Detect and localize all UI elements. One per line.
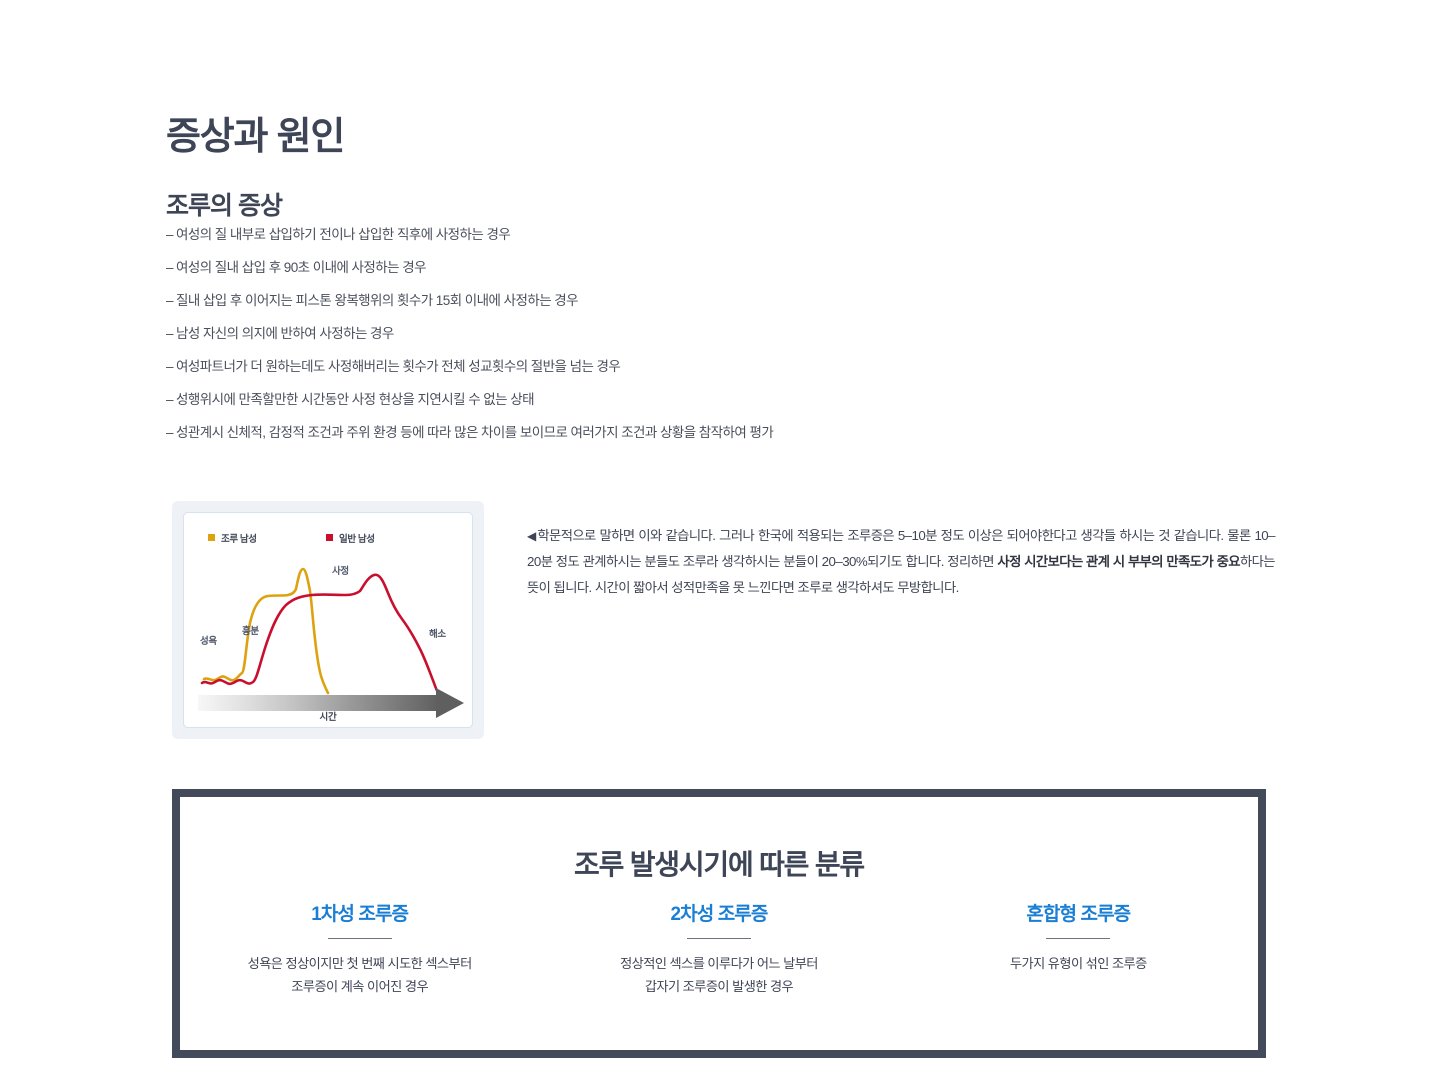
explanation-part2: 하다는 뜻이 됩니다. 시간이 짧아서 성적만족을 못 느낀다면 조루로 생각하… — [527, 554, 1276, 596]
legend-item-normal: 일반 남성 — [326, 531, 375, 545]
chart-plot — [198, 567, 464, 718]
legend-item-premature: 조루 남성 — [208, 531, 257, 545]
sexual-response-chart-card: 조루 남성 일반 남성 — [172, 501, 484, 739]
symptom-list-item: – 성관계시 신체적, 감정적 조건과 주위 환경 등에 따라 많은 차이를 보이… — [166, 426, 1286, 440]
explanation-bold-emphasis: 사정 시간보다는 관계 시 부부의 만족도가 중요 — [997, 554, 1240, 570]
bullet-dash-icon: – — [166, 359, 174, 374]
legend-swatch-red-icon — [326, 534, 333, 541]
time-axis-arrow — [198, 688, 464, 718]
bullet-dash-icon: – — [166, 392, 174, 407]
symptom-text: 여성파트너가 더 원하는데도 사정해버리는 횟수가 전체 성교횟수의 절반을 넘… — [176, 359, 621, 374]
symptom-list-item: – 성행위시에 만족할만한 시간동안 사정 현상을 지연시킬 수 없는 상태 — [166, 393, 1286, 407]
bullet-dash-icon: – — [166, 227, 174, 242]
symptom-list-item: – 여성의 질 내부로 삽입하기 전이나 삽입한 직후에 사정하는 경우 — [166, 228, 1286, 242]
bullet-dash-icon: – — [166, 425, 174, 440]
section-subtitle: 조루의 증상 — [166, 191, 283, 220]
triangle-marker-icon: ◀ — [527, 529, 537, 544]
legend-label-premature: 조루 남성 — [221, 534, 257, 545]
curve-normal — [200, 573, 442, 699]
explanation-part1: 학문적으로 말하면 이와 같습니다. 그러나 한국에 적용되는 조루증은 5–1… — [527, 528, 1276, 570]
symptom-text: 성행위시에 만족할만한 시간동안 사정 현상을 지연시킬 수 없는 상태 — [176, 392, 535, 407]
symptom-text: 질내 삽입 후 이어지는 피스톤 왕복행위의 횟수가 15회 이내에 사정하는 … — [176, 293, 579, 308]
symptom-text: 여성의 질내 삽입 후 90초 이내에 사정하는 경우 — [176, 260, 427, 275]
symptom-list-item: – 여성파트너가 더 원하는데도 사정해버리는 횟수가 전체 성교횟수의 절반을 … — [166, 360, 1286, 374]
explanation-paragraph: ◀학문적으로 말하면 이와 같습니다. 그러나 한국에 적용되는 조루증은 5–… — [527, 523, 1276, 601]
symptom-list-item: – 남성 자신의 의지에 반하여 사정하는 경우 — [166, 327, 1286, 341]
symptom-list: – 여성의 질 내부로 삽입하기 전이나 삽입한 직후에 사정하는 경우 – 여성의 … — [166, 228, 1286, 459]
bullet-dash-icon: – — [166, 293, 174, 308]
curve-premature — [202, 567, 330, 695]
chart-annotation-resolution: 해소 — [429, 629, 446, 640]
classification-column-description: 정상적인 섹스를 이루다가 어느 날부터 갑자기 조루증이 발생한 경우 — [620, 955, 818, 994]
bullet-dash-icon: – — [166, 260, 174, 275]
chart-x-axis-label: 시간 — [319, 712, 337, 723]
classification-column-title: 혼합형 조루증 — [1026, 904, 1131, 925]
chart-inner: 조루 남성 일반 남성 — [183, 512, 473, 728]
symptom-text: 여성의 질 내부로 삽입하기 전이나 삽입한 직후에 사정하는 경우 — [176, 227, 511, 242]
divider-rule — [1046, 937, 1111, 939]
chart-legend: 조루 남성 일반 남성 — [208, 531, 453, 545]
symptom-text: 남성 자신의 의지에 반하여 사정하는 경우 — [176, 326, 394, 341]
symptom-text: 성관계시 신체적, 감정적 조건과 주위 환경 등에 따라 많은 차이를 보이므… — [176, 425, 774, 440]
classification-column-description: 성욕은 정상이지만 첫 번째 시도한 섹스부터 조루증이 계속 이어진 경우 — [247, 955, 473, 994]
legend-label-normal: 일반 남성 — [339, 534, 375, 545]
chart-annotation-ejaculation: 사정 — [332, 566, 349, 577]
bullet-dash-icon: – — [166, 326, 174, 341]
classification-column-description: 두가지 유형이 섞인 조루증 — [1009, 955, 1147, 971]
classification-column-title: 1차성 조루증 — [311, 904, 409, 925]
classification-title: 조루 발생시기에 따른 분류 — [574, 849, 865, 880]
legend-swatch-gold-icon — [208, 534, 215, 541]
classification-column-title: 2차성 조루증 — [670, 904, 769, 925]
page-title: 증상과 원인 — [166, 116, 345, 159]
divider-rule — [327, 937, 392, 939]
divider-rule — [686, 937, 751, 939]
chart-annotation-arousal: 흥분 — [242, 626, 259, 637]
symptom-list-item: – 질내 삽입 후 이어지는 피스톤 왕복행위의 횟수가 15회 이내에 사정하는… — [166, 294, 1286, 308]
chart-annotation-desire: 성욕 — [200, 636, 217, 647]
symptom-list-item: – 여성의 질내 삽입 후 90초 이내에 사정하는 경우 — [166, 261, 1286, 275]
